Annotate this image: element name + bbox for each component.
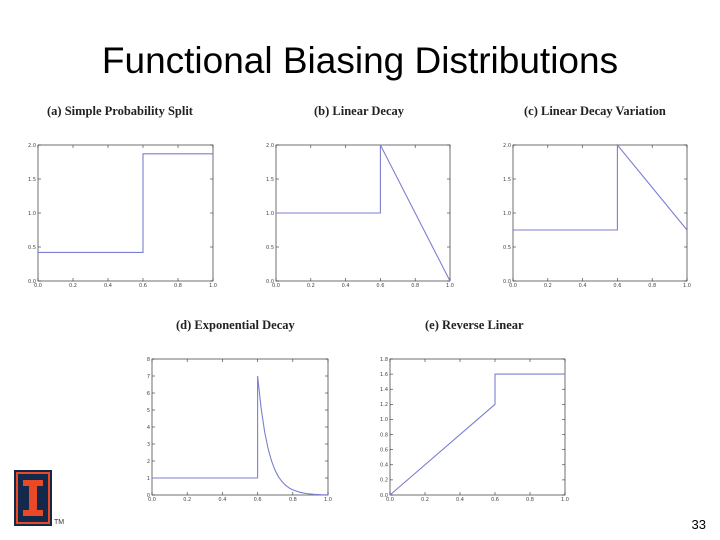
x-tick-label: 1.0 [683, 283, 691, 289]
x-tick-label: 0.4 [218, 497, 226, 503]
y-tick-label: 2.0 [28, 143, 36, 149]
x-tick-label: 0.8 [411, 283, 419, 289]
y-tick-label: 1.2 [380, 402, 388, 408]
chart-a: 0.0 0.2 0.4 0.6 0.8 1.0 0.0 0.5 1.0 1.5 2.0 [28, 143, 217, 289]
y-tick-label: 0.4 [380, 463, 388, 469]
x-tick-label: 0.0 [34, 283, 42, 289]
chart-e: 0.0 0.2 0.4 0.6 0.8 1.0 0.0 0.2 0.4 0.6 0.8 1.0 1.2 1… [380, 357, 569, 503]
panel-a-title: (a) Simple Probability Split [47, 104, 193, 118]
y-tick-label: 0.6 [380, 447, 388, 453]
y-tick-label: 1.0 [28, 211, 36, 217]
y-tick-label: 1.4 [380, 387, 388, 393]
panel-e-title: (e) Reverse Linear [425, 318, 524, 332]
x-tick-label: 1.0 [324, 497, 332, 503]
plot-frame [389, 358, 566, 496]
panel-d-title: (d) Exponential Decay [176, 318, 295, 332]
y-tick-label: 0.0 [380, 493, 388, 499]
series-line [152, 375, 329, 496]
series-line [513, 143, 688, 231]
chart-c: 0.0 0.2 0.4 0.6 0.8 1.0 0.0 0.5 1.0 1.5 2.0 [503, 143, 691, 289]
x-tick-label: 0.2 [183, 497, 191, 503]
y-tick-label: 7 [147, 374, 150, 380]
y-tick-label: 2 [147, 459, 150, 465]
x-tick-label: 0.6 [491, 497, 499, 503]
x-tick-label: 0.0 [148, 497, 156, 503]
x-tick-label: 0.4 [456, 497, 464, 503]
y-tick-label: 1.0 [503, 211, 511, 217]
y-tick-label: 1.5 [28, 177, 36, 183]
y-tick-label: 8 [147, 357, 150, 363]
series-line [276, 144, 451, 282]
x-tick-label: 1.0 [446, 283, 454, 289]
y-tick-label: 0.8 [380, 432, 388, 438]
x-tick-label: 0.8 [526, 497, 534, 503]
y-tick-label: 5 [147, 408, 150, 414]
y-tick-label: 0.5 [266, 245, 274, 251]
x-tick-label: 0.6 [376, 283, 384, 289]
x-tick-label: 0.2 [69, 283, 77, 289]
x-tick-label: 0.8 [648, 283, 656, 289]
series-line [389, 373, 565, 496]
y-tick-label: 1.0 [266, 211, 274, 217]
x-tick-label: 1.0 [209, 283, 217, 289]
y-tick-label: 1.8 [380, 357, 388, 363]
chart-d: 0.0 0.2 0.4 0.6 0.8 1.0 0 1 2 3 4 5 6 7 8 [147, 357, 332, 503]
slide-title: Functional Biasing Distributions [101, 40, 619, 81]
trademark-label: TM [54, 519, 65, 526]
panel-b-title: (b) Linear Decay [314, 104, 405, 118]
panel-c-title: (c) Linear Decay Variation [524, 104, 666, 118]
x-tick-label: 0.6 [139, 283, 147, 289]
x-tick-label: 0.4 [104, 283, 112, 289]
x-tick-label: 0.2 [421, 497, 429, 503]
y-tick-label: 4 [147, 425, 150, 431]
y-tick-label: 0.0 [266, 279, 274, 285]
x-tick-label: 0.6 [254, 497, 262, 503]
x-tick-label: 0.2 [307, 283, 315, 289]
x-tick-label: 0.8 [289, 497, 297, 503]
y-tick-label: 1 [147, 476, 150, 482]
y-tick-label: 1.5 [266, 177, 274, 183]
y-tick-label: 1.5 [503, 177, 511, 183]
series-line [38, 153, 213, 253]
x-tick-label: 0.6 [613, 283, 621, 289]
y-tick-label: 0.5 [28, 245, 36, 251]
y-tick-label: 0.2 [380, 478, 388, 484]
y-tick-label: 0.5 [503, 245, 511, 251]
y-tick-label: 3 [147, 442, 150, 448]
x-tick-label: 0.0 [386, 497, 394, 503]
x-tick-label: 0.8 [174, 283, 182, 289]
x-tick-label: 1.0 [561, 497, 569, 503]
page-number: 33 [691, 517, 706, 532]
x-tick-label: 0.4 [342, 283, 350, 289]
y-tick-label: 0.0 [503, 279, 511, 285]
y-tick-label: 1.6 [380, 372, 388, 378]
y-tick-label: 0.0 [28, 279, 36, 285]
chart-b: 0.0 0.2 0.4 0.6 0.8 1.0 0.0 0.5 1.0 1.5 2.0 [266, 143, 454, 289]
y-tick-label: 0 [147, 493, 150, 499]
x-tick-label: 0.4 [579, 283, 587, 289]
plot-frame [37, 144, 214, 282]
university-logo-icon [14, 470, 52, 526]
x-tick-label: 0.0 [272, 283, 280, 289]
y-tick-label: 2.0 [266, 143, 274, 149]
x-tick-label: 0.2 [544, 283, 552, 289]
y-tick-label: 6 [147, 391, 150, 397]
x-tick-label: 0.0 [509, 283, 517, 289]
y-tick-label: 2.0 [503, 143, 511, 149]
plot-frame [512, 144, 688, 282]
plot-frame [151, 358, 329, 496]
y-tick-label: 1.0 [380, 417, 388, 423]
